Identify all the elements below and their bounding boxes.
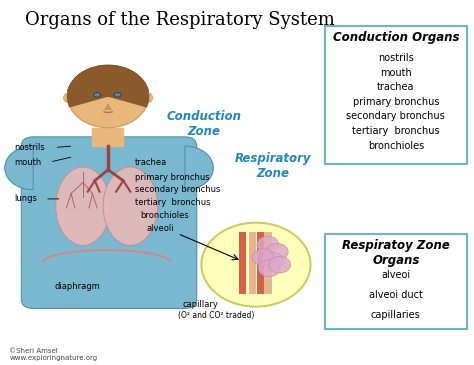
- Ellipse shape: [114, 93, 121, 97]
- Text: Respiratory
Zone: Respiratory Zone: [234, 152, 311, 180]
- Circle shape: [258, 260, 280, 277]
- Circle shape: [262, 253, 283, 269]
- Bar: [92, 128, 123, 146]
- Circle shape: [269, 256, 291, 273]
- Text: secondary bronchus: secondary bronchus: [135, 185, 220, 194]
- Ellipse shape: [93, 93, 100, 97]
- Polygon shape: [105, 104, 111, 110]
- Text: capillary: capillary: [182, 300, 219, 309]
- FancyBboxPatch shape: [325, 234, 467, 328]
- Text: alveoli: alveoli: [147, 224, 174, 233]
- FancyBboxPatch shape: [21, 137, 197, 308]
- Text: Respiratoy Zone
Organs: Respiratoy Zone Organs: [342, 239, 450, 267]
- Wedge shape: [5, 146, 33, 190]
- Ellipse shape: [144, 93, 153, 102]
- Text: tertiary  bronchus: tertiary bronchus: [352, 126, 439, 136]
- Circle shape: [201, 223, 310, 307]
- Circle shape: [266, 243, 288, 260]
- Circle shape: [252, 249, 274, 266]
- Text: alveoi duct: alveoi duct: [369, 290, 423, 300]
- Ellipse shape: [103, 167, 157, 245]
- Text: bronchioles: bronchioles: [140, 211, 189, 220]
- Text: Conduction
Zone: Conduction Zone: [166, 110, 241, 138]
- Text: alveoi: alveoi: [381, 270, 410, 280]
- Text: Conduction Organs: Conduction Organs: [333, 31, 459, 44]
- Wedge shape: [185, 146, 213, 190]
- Text: trachea: trachea: [377, 82, 415, 92]
- Text: tertiary  bronchus: tertiary bronchus: [135, 198, 210, 207]
- Text: mouth: mouth: [380, 68, 411, 77]
- Text: lungs: lungs: [14, 195, 37, 203]
- Bar: [257, 232, 264, 294]
- Text: nostrils: nostrils: [378, 53, 414, 63]
- Text: bronchioles: bronchioles: [368, 141, 424, 150]
- Wedge shape: [67, 65, 149, 97]
- Circle shape: [68, 66, 148, 128]
- Bar: [249, 232, 256, 294]
- Text: capillaries: capillaries: [371, 310, 420, 320]
- Circle shape: [257, 236, 279, 253]
- Ellipse shape: [55, 167, 110, 245]
- Text: (O² and CO² traded): (O² and CO² traded): [178, 311, 254, 320]
- Bar: [239, 232, 246, 294]
- Text: secondary bronchus: secondary bronchus: [346, 111, 445, 121]
- Wedge shape: [108, 86, 149, 108]
- Ellipse shape: [64, 93, 72, 102]
- Text: primary bronchus: primary bronchus: [353, 97, 439, 107]
- Text: nostrils: nostrils: [14, 143, 45, 152]
- FancyBboxPatch shape: [325, 26, 467, 164]
- Text: mouth: mouth: [14, 158, 41, 167]
- Text: trachea: trachea: [135, 158, 167, 167]
- Text: ©Sheri Amsel
www.exploringnature.org: ©Sheri Amsel www.exploringnature.org: [9, 348, 98, 361]
- Text: primary bronchus: primary bronchus: [135, 173, 210, 181]
- Text: diaphragm: diaphragm: [55, 282, 100, 291]
- Text: Organs of the Respiratory System: Organs of the Respiratory System: [25, 11, 335, 29]
- Wedge shape: [67, 86, 108, 108]
- Bar: [264, 232, 272, 294]
